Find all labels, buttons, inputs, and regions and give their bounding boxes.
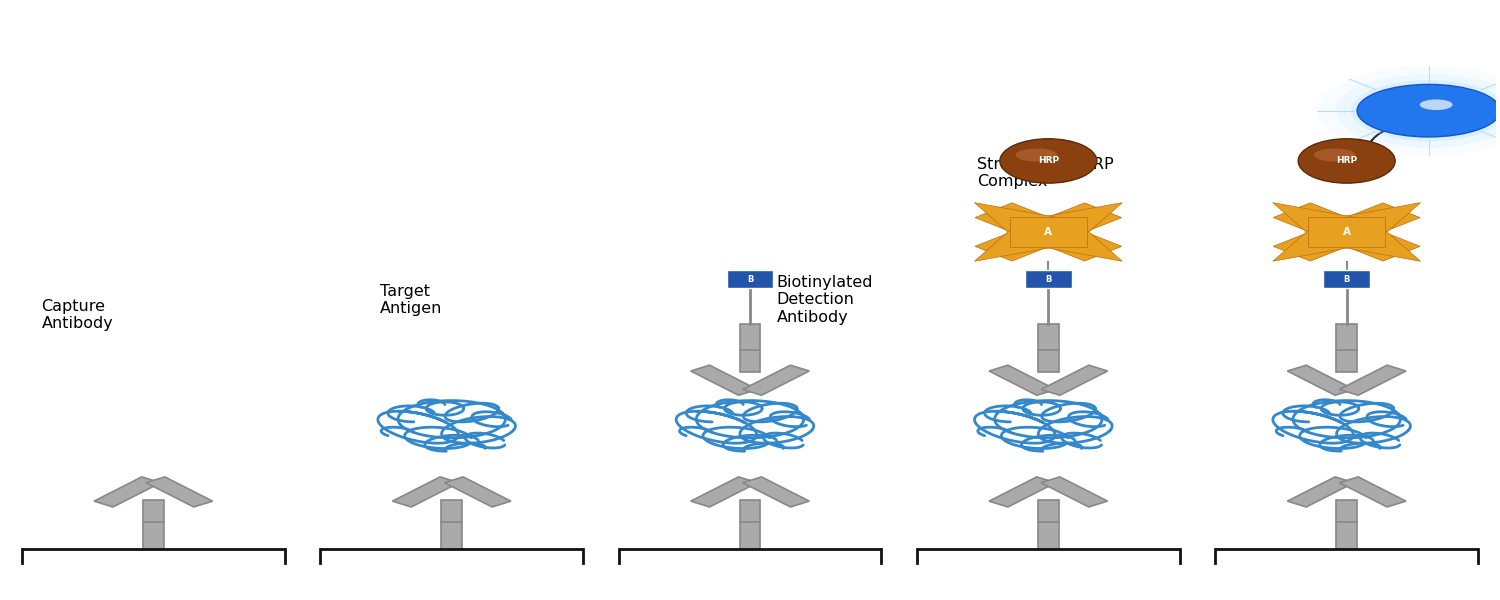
Polygon shape <box>1274 203 1374 243</box>
Bar <box>1340 477 1406 507</box>
Ellipse shape <box>1314 149 1356 161</box>
Bar <box>1030 224 1122 261</box>
Bar <box>444 477 512 507</box>
Bar <box>1038 500 1059 548</box>
Ellipse shape <box>1336 74 1500 148</box>
Text: HRP: HRP <box>1336 157 1358 166</box>
Text: HRP: HRP <box>1038 157 1059 166</box>
Ellipse shape <box>1016 149 1058 161</box>
Bar <box>975 224 1066 261</box>
Polygon shape <box>975 221 1076 261</box>
Text: B: B <box>1046 275 1052 284</box>
Polygon shape <box>1318 203 1420 243</box>
Bar <box>1328 224 1420 261</box>
Text: A: A <box>1044 227 1053 237</box>
Bar <box>742 365 810 395</box>
Ellipse shape <box>1317 66 1500 155</box>
Bar <box>1030 203 1122 239</box>
Bar <box>1274 203 1365 239</box>
Text: Biotinylated
Detection
Antibody: Biotinylated Detection Antibody <box>777 275 873 325</box>
Bar <box>1336 500 1358 548</box>
Text: Streptavidin-HRP
Complex: Streptavidin-HRP Complex <box>976 157 1113 189</box>
Polygon shape <box>1020 203 1122 243</box>
Bar <box>1038 323 1059 372</box>
Ellipse shape <box>1000 139 1096 183</box>
Bar <box>1340 365 1406 395</box>
Polygon shape <box>1318 221 1420 261</box>
Bar <box>690 365 758 395</box>
Polygon shape <box>1020 221 1122 261</box>
Bar <box>742 477 810 507</box>
Text: B: B <box>747 275 753 284</box>
Bar <box>1287 365 1354 395</box>
Bar <box>690 477 758 507</box>
Bar <box>1010 217 1088 247</box>
Bar <box>988 365 1056 395</box>
Polygon shape <box>975 203 1076 243</box>
Bar <box>1041 477 1107 507</box>
Bar <box>142 500 164 548</box>
Bar <box>988 477 1056 507</box>
Bar <box>1287 477 1354 507</box>
Bar <box>1274 224 1365 261</box>
Text: A: A <box>1342 227 1350 237</box>
Text: TMB: TMB <box>1317 148 1352 163</box>
Bar <box>1336 323 1358 372</box>
Bar <box>975 203 1066 239</box>
Polygon shape <box>1274 221 1374 261</box>
Bar <box>740 323 760 372</box>
Bar <box>441 500 462 548</box>
Bar <box>146 477 213 507</box>
Ellipse shape <box>1358 85 1500 137</box>
Text: B: B <box>1344 275 1350 284</box>
Bar <box>1041 365 1107 395</box>
Bar <box>94 477 160 507</box>
Ellipse shape <box>1352 80 1500 142</box>
Bar <box>740 500 760 548</box>
Bar <box>1328 203 1420 239</box>
Bar <box>1308 217 1386 247</box>
Text: Capture
Antibody: Capture Antibody <box>42 299 112 331</box>
Ellipse shape <box>1420 100 1452 110</box>
Text: Target
Antigen: Target Antigen <box>380 284 442 316</box>
Bar <box>393 477 459 507</box>
Ellipse shape <box>1298 139 1395 183</box>
